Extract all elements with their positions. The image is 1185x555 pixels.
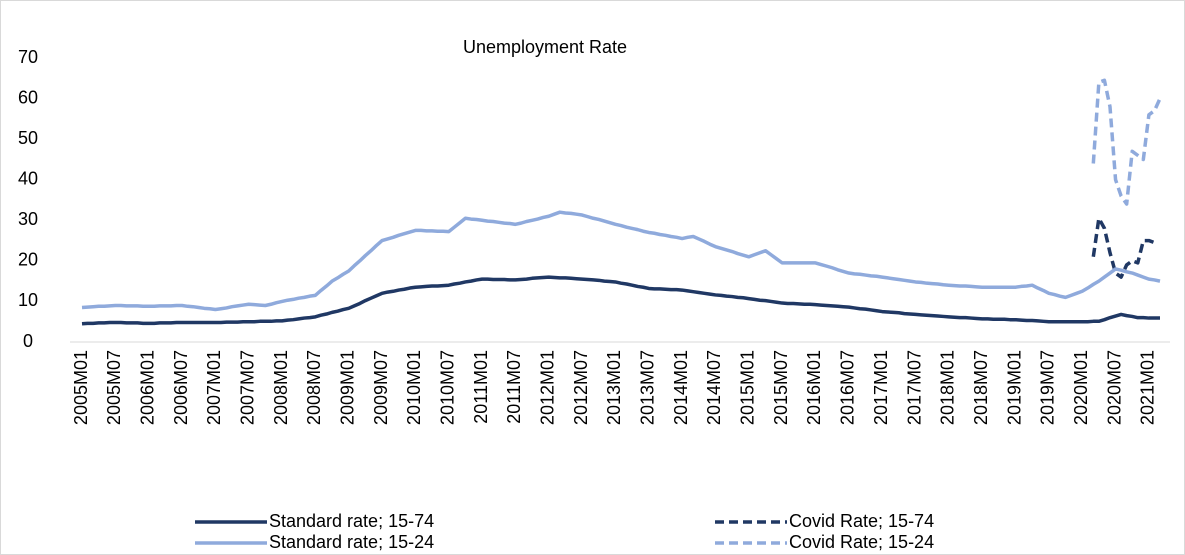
legend-label: Standard rate; 15-24 xyxy=(269,532,434,552)
x-tick-label: 2007M07 xyxy=(237,350,257,425)
chart-title: Unemployment Rate xyxy=(463,37,627,57)
series-line xyxy=(81,210,1161,312)
x-tick-label: 2009M01 xyxy=(337,350,357,425)
y-tick-label: 0 xyxy=(23,331,33,351)
y-tick-label: 20 xyxy=(18,250,38,270)
x-tick-label: 2016M07 xyxy=(838,350,858,425)
x-tick-label: 2008M07 xyxy=(304,350,324,425)
x-tick-label: 2010M07 xyxy=(437,350,457,425)
x-tick-label: 2020M07 xyxy=(1104,350,1124,425)
x-tick-label: 2020M01 xyxy=(1071,350,1091,425)
x-tick-label: 2015M01 xyxy=(738,350,758,425)
x-tick-label: 2006M01 xyxy=(137,350,157,425)
x-tick-label: 2021M01 xyxy=(1138,350,1158,425)
series-line xyxy=(1091,216,1156,279)
x-tick-label: 2016M01 xyxy=(804,350,824,425)
legend-label: Covid Rate; 15-74 xyxy=(789,511,934,531)
y-tick-label: 10 xyxy=(18,290,38,310)
x-tick-label: 2014M01 xyxy=(671,350,691,425)
x-tick-label: 2009M07 xyxy=(371,350,391,425)
x-tick-label: 2017M01 xyxy=(871,350,891,425)
x-tick-label: 2019M07 xyxy=(1038,350,1058,425)
x-tick-label: 2015M07 xyxy=(771,350,791,425)
x-tick-label: 2005M01 xyxy=(71,350,91,425)
series-line xyxy=(1091,78,1162,206)
y-tick-label: 40 xyxy=(18,168,38,188)
y-tick-label: 60 xyxy=(18,87,38,107)
x-tick-label: 2005M07 xyxy=(104,350,124,425)
x-tick-label: 2011M01 xyxy=(471,350,491,424)
y-tick-label: 30 xyxy=(18,209,38,229)
x-tick-label: 2007M01 xyxy=(204,350,224,425)
series-line xyxy=(81,275,1160,326)
x-tick-label: 2010M01 xyxy=(404,350,424,425)
x-tick-label: 2018M07 xyxy=(971,350,991,425)
x-tick-label: 2012M01 xyxy=(538,350,558,425)
y-tick-label: 50 xyxy=(18,128,38,148)
x-tick-label: 2013M07 xyxy=(638,350,658,425)
x-tick-label: 2012M07 xyxy=(571,350,591,425)
x-tick-label: 2011M07 xyxy=(504,350,524,424)
x-tick-label: 2006M07 xyxy=(171,350,191,425)
x-tick-label: 2017M07 xyxy=(904,350,924,425)
x-tick-label: 2008M01 xyxy=(271,350,291,425)
x-tick-label: 2014M07 xyxy=(704,350,724,425)
x-tick-label: 2018M01 xyxy=(938,350,958,425)
legend-label: Standard rate; 15-74 xyxy=(269,511,434,531)
x-tick-label: 2019M01 xyxy=(1004,350,1024,425)
x-tick-label: 2013M01 xyxy=(604,350,624,425)
legend-label: Covid Rate; 15-24 xyxy=(789,532,934,552)
y-tick-label: 70 xyxy=(18,47,38,67)
